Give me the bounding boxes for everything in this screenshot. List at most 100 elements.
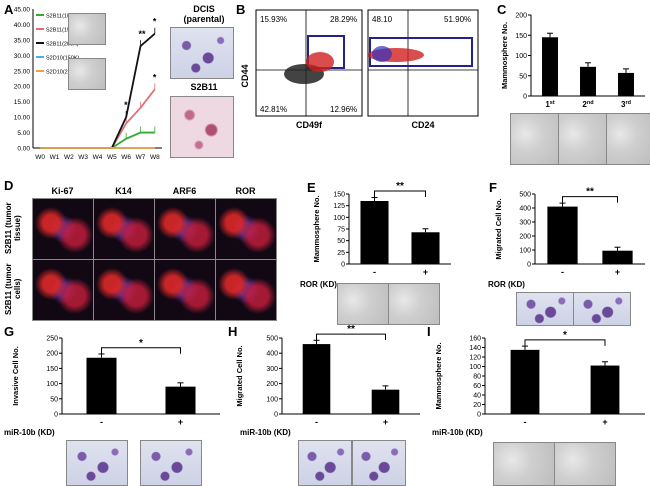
flow-plot-1-lr-pct: 12.96%: [330, 105, 357, 114]
panel-e-xtick-label: +: [423, 267, 428, 277]
panel-c-ytick-label: 100: [515, 53, 527, 60]
panel-i-kd-label: miR-10b (KD): [432, 428, 483, 437]
panel-a-series-line: [40, 33, 156, 149]
panel-a-line-chart: 0.00 5.00 10.00 15.00 20.00 25.00 30.00 35.00 40…: [14, 7, 162, 161]
panel-a-significance-star: *: [153, 72, 157, 82]
panel-i-ytick-label: 160: [469, 336, 481, 343]
panel-i-xtick-label: -: [524, 417, 527, 427]
flow-plot-2: [367, 9, 479, 117]
flow-plot-2-cluster-blue: [372, 46, 392, 62]
panel-h-image-2: [352, 440, 406, 486]
panel-f-ytick-label: 400: [519, 206, 531, 213]
panel-a-ytick-label: 10.00: [14, 115, 31, 122]
panel-f-ytick-label: 500: [519, 192, 531, 199]
panel-g-ytick-label: 200: [46, 351, 58, 358]
panel-label-d: D: [4, 178, 14, 193]
panel-a-ytick-label: 25.00: [14, 68, 31, 75]
panel-d-col-label-arf6: ARF6: [172, 186, 197, 196]
panel-e-kd-label: ROR (KD): [300, 280, 337, 289]
panel-a-legend-label: S2D10(200K): [46, 70, 79, 76]
panel-c-ytick-label: 200: [515, 13, 527, 20]
panel-label-h: H: [228, 324, 238, 339]
panel-f-image-1: [516, 292, 574, 326]
flow-plot-2-gate-box: [369, 37, 473, 67]
panel-g-ylabel: Invasive Cell No.: [11, 346, 20, 406]
panel-g-ytick-label: 0: [54, 412, 58, 419]
panel-d-col-label-ki67: Ki-67: [51, 186, 74, 196]
panel-h-bar-chart: 0 100 200 300 400 500 Migrated Cell No. - + **: [235, 324, 420, 427]
panel-i-ylabel: Mammosphere No.: [434, 342, 443, 409]
panel-f-ytick-label: 100: [519, 248, 531, 255]
panel-c-ytick-label: 150: [515, 33, 527, 40]
panel-d-image-tissue-ror: [215, 198, 277, 260]
panel-a-xtick-label: W7: [136, 154, 146, 161]
panel-h-xtick-label: +: [383, 417, 388, 427]
flow-plot-1-xlabel: CD49f: [296, 120, 323, 130]
panel-f-bar-chart: 0 100 200 300 400 500 Migrated Cell No. - + **: [494, 187, 645, 277]
panel-c-ytick-label: 0: [523, 94, 527, 101]
s2b11-histology-title: S2B11: [190, 82, 218, 92]
panel-a-ytick-label: 45.00: [14, 7, 31, 14]
panel-g-ytick-label: 50: [50, 396, 58, 403]
panel-i-sig-mark: *: [563, 330, 567, 341]
panel-g-image-1: [66, 440, 128, 486]
panel-f-xtick-label: +: [615, 267, 620, 277]
panel-i-sig-bracket: [524, 339, 606, 346]
panel-e-xtick-label: -: [373, 267, 376, 277]
panel-a-significance-star: *: [153, 17, 157, 27]
panel-g-bar: [165, 386, 196, 414]
panel-i-ytick-label: 80: [473, 374, 481, 381]
panel-a-xtick-label: W8: [150, 154, 160, 161]
panel-e-sig-mark: **: [396, 181, 404, 192]
panel-a-significance-star: *: [124, 100, 128, 110]
panel-a-xtick-label: W3: [78, 154, 88, 161]
panel-d-col-label-k14: K14: [115, 186, 132, 196]
panel-i-image-2: [554, 442, 616, 486]
panel-a-xtick-label: W1: [50, 154, 60, 161]
panel-label-i: I: [427, 324, 431, 339]
panel-g-sig-mark: *: [139, 338, 143, 349]
panel-a-xtick-label: W4: [93, 154, 103, 161]
panel-c-xtick-label: 3rd: [621, 100, 631, 109]
panel-a-legend-label: S2B11(100K): [46, 14, 79, 20]
panel-f-bar: [602, 250, 633, 264]
panel-e-ytick-label: 125: [333, 203, 345, 210]
panel-e-ytick-label: 75: [337, 227, 345, 234]
panel-a-inset-image-1: [68, 13, 106, 45]
flow-plot-2-ul-pct: 48.10: [372, 15, 393, 24]
panel-h-ytick-label: 200: [266, 381, 278, 388]
panel-i-ytick-label: 20: [473, 402, 481, 409]
panel-b-flow-plots: 15.93% 28.29% 42.81% 12.96% 48.10 51.90%…: [240, 9, 479, 130]
panel-h-ytick-label: 400: [266, 351, 278, 358]
panel-h-bar: [302, 344, 331, 414]
panel-d-col-label-ror: ROR: [235, 186, 256, 196]
panel-c-bar: [542, 37, 558, 96]
panel-d-image-cells-arf6: [154, 259, 216, 321]
panel-c-xtick-label: 1st: [545, 100, 555, 109]
panel-label-a: A: [4, 2, 14, 17]
panel-c-image-1: [510, 113, 560, 165]
panel-e-image-2: [388, 283, 440, 325]
panel-h-sig-mark: **: [347, 324, 355, 335]
panel-c-ytick-label: 50: [519, 73, 527, 80]
panel-f-sig-bracket: [562, 196, 618, 203]
panel-g-bar: [86, 357, 117, 414]
panel-g-xtick-label: -: [100, 417, 103, 427]
panel-e-ytick-label: 25: [337, 250, 345, 257]
panel-e-bar-chart: 0 25 50 75 100 125 150 Mammosphere No. - + **: [312, 181, 451, 277]
panel-label-e: E: [307, 180, 316, 195]
panel-e-sig-bracket: [374, 190, 426, 197]
s2b11-histology-image: [170, 96, 234, 158]
panel-i-bar-chart: 0 20 40 60 80 100 120 140 160 Mammosphere No. - + *: [434, 330, 645, 427]
panel-h-ytick-label: 300: [266, 366, 278, 373]
panel-e-bar: [360, 201, 389, 264]
panel-label-c: C: [497, 2, 507, 17]
panel-i-image-1: [493, 442, 555, 486]
panel-a-ytick-label: 0.00: [17, 146, 30, 153]
flow-plot-1: [255, 9, 363, 117]
flow-plot-1-ll-pct: 42.81%: [260, 105, 287, 114]
panel-a-series-line: [40, 88, 156, 149]
panel-e-ylabel: Mammosphere No.: [312, 195, 321, 262]
dcis-histology-image: [170, 27, 234, 79]
panel-h-kd-label: miR-10b (KD): [240, 428, 291, 437]
